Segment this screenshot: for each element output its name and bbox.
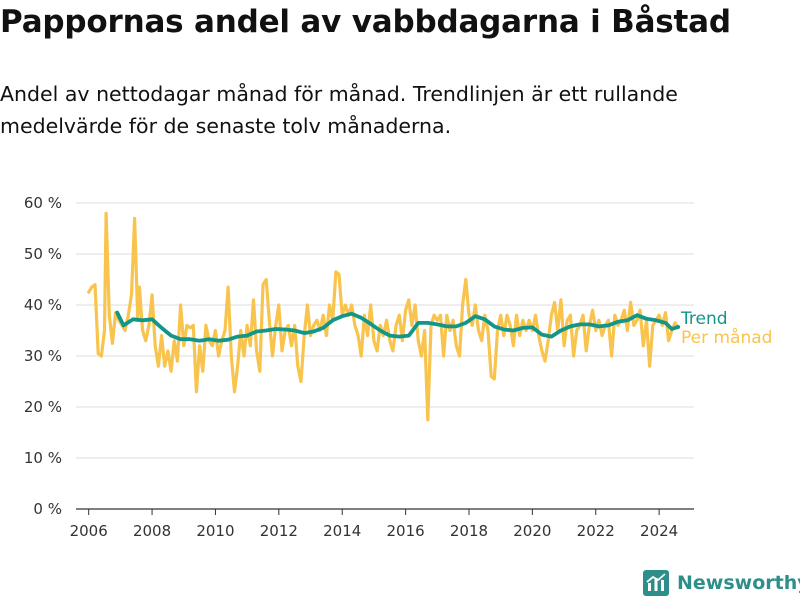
- brand-name: Newsworthy: [677, 572, 800, 594]
- series-per-manad-line: [87, 211, 680, 422]
- newsworthy-logo-icon: [643, 570, 669, 596]
- x-tick-label: 2006: [70, 522, 108, 540]
- y-tick-label: 40 %: [24, 296, 62, 314]
- brand-logo[interactable]: Newsworthy: [643, 568, 800, 598]
- series-lines: [87, 211, 681, 422]
- y-axis-ticks: 0 % 10 % 20 % 30 % 40 % 50 % 60 %: [24, 194, 62, 518]
- y-tick-label: 10 %: [24, 449, 62, 467]
- x-tick-label: 2018: [450, 522, 488, 540]
- page-title: Pappornas andel av vabbdagarna i Båstad: [0, 4, 731, 40]
- series-trend-line: [115, 310, 681, 343]
- y-tick-label: 50 %: [24, 245, 62, 263]
- x-tick-label: 2022: [577, 522, 615, 540]
- x-tick-label: 2012: [260, 522, 298, 540]
- x-axis: 2006 2008 2010 2012 2014 2016 2018 2020 2022 2024: [70, 508, 694, 540]
- y-tick-label: 0 %: [33, 500, 62, 518]
- y-tick-label: 30 %: [24, 347, 62, 365]
- y-tick-label: 60 %: [24, 194, 62, 212]
- legend-trend: Trend: [680, 309, 728, 329]
- chart-subtitle: Andel av nettodagar månad för månad. Tre…: [0, 82, 678, 138]
- x-tick-label: 2020: [513, 522, 551, 540]
- x-tick-label: 2010: [196, 522, 234, 540]
- x-tick-label: 2016: [387, 522, 425, 540]
- legend-per-manad: Per månad: [681, 327, 772, 348]
- x-tick-label: 2014: [323, 522, 361, 540]
- y-tick-label: 20 %: [24, 398, 62, 416]
- x-tick-label: 2008: [133, 522, 171, 540]
- x-tick-label: 2024: [640, 522, 678, 540]
